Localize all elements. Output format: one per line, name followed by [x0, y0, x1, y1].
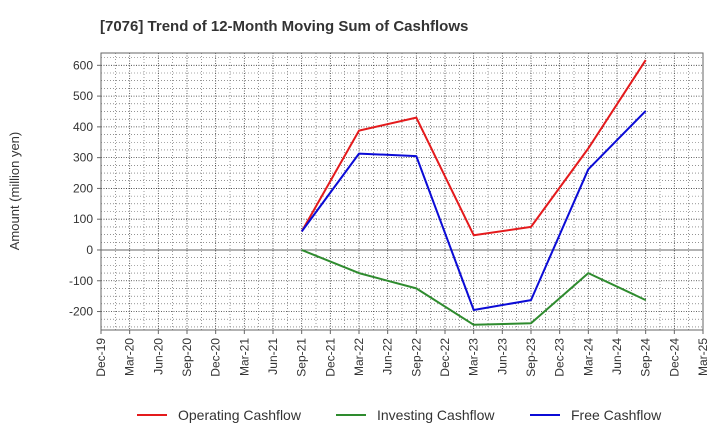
legend-label: Free Cashflow: [571, 407, 662, 423]
x-tick-label: Jun-21: [266, 338, 280, 375]
x-tick-label: Mar-21: [237, 338, 251, 376]
series-line-investing-cashflow: [301, 249, 647, 326]
y-tick-label: 200: [73, 181, 93, 195]
y-tick-label: 100: [73, 212, 93, 226]
x-tick-label: Mar-25: [696, 338, 710, 376]
y-tick-label: -100: [69, 274, 93, 288]
x-tick-label: Sep-24: [639, 338, 653, 377]
y-tick-label: 300: [73, 151, 93, 165]
x-tick-label: Jun-20: [151, 338, 165, 375]
series-line-free-cashflow: [300, 110, 647, 311]
x-tick-label: Dec-23: [553, 338, 567, 377]
plot-frame: [100, 52, 704, 331]
x-tick-label: Sep-22: [409, 338, 423, 377]
y-axis-label: Amount (million yen): [7, 132, 22, 251]
x-tick-label: Dec-22: [438, 338, 452, 377]
series-line-operating-cashflow: [300, 59, 647, 237]
x-tick-label: Sep-20: [180, 338, 194, 377]
legend-label: Investing Cashflow: [377, 407, 495, 423]
x-tick-label: Dec-19: [94, 338, 108, 377]
y-tick-label: 0: [86, 243, 93, 257]
x-tick-label: Dec-24: [667, 338, 681, 377]
plot-area: 600 500 400 300 200 100 0 -100 -200 Dec-19 Mar-20 J…: [69, 52, 710, 377]
x-tick-label: Mar-20: [123, 338, 137, 376]
y-tick-label: 600: [73, 58, 93, 72]
x-tick-label: Dec-20: [209, 338, 223, 377]
x-tick-label: Mar-23: [467, 338, 481, 376]
x-tick-label: Jun-23: [495, 338, 509, 375]
chart-title: [7076] Trend of 12-Month Moving Sum of C…: [100, 18, 468, 35]
y-tick-label: 400: [73, 120, 93, 134]
x-tick-label: Mar-22: [352, 338, 366, 376]
x-tick-label: Jun-24: [610, 338, 624, 375]
x-tick-label: Mar-24: [581, 338, 595, 376]
x-tick-label: Jun-22: [381, 338, 395, 375]
x-tick-label: Sep-21: [295, 338, 309, 377]
y-tick-label: 500: [73, 89, 93, 103]
y-tick-label: -200: [69, 305, 93, 319]
x-tick-label: Dec-21: [323, 338, 337, 377]
x-tick-label: Sep-23: [524, 338, 538, 377]
legend-label: Operating Cashflow: [178, 407, 302, 423]
legend: Operating Cashflow Investing Cashflow Free…: [137, 407, 662, 423]
